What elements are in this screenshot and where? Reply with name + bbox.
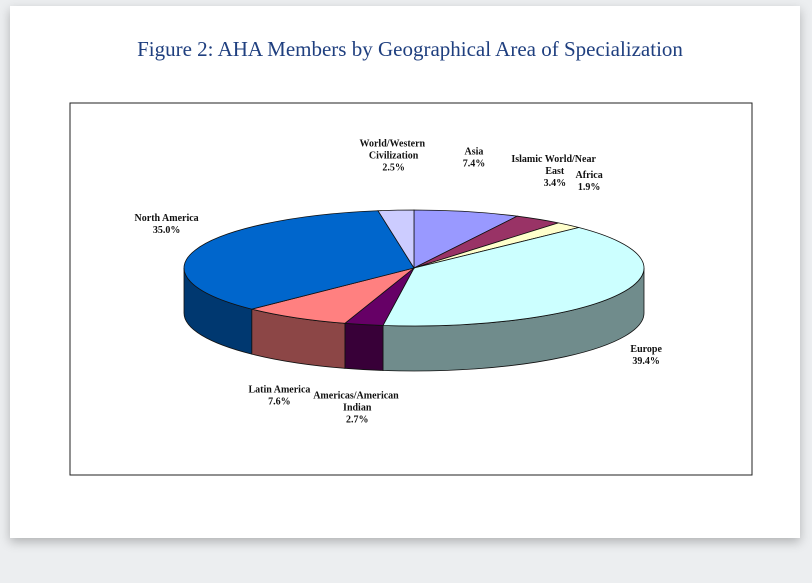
category-label: World/Western Civilization — [360, 138, 428, 161]
value-label: 3.4% — [544, 178, 567, 189]
category-label: Latin America — [248, 385, 310, 396]
category-label: Islamic World/Near East — [511, 154, 598, 177]
category-label: North America — [135, 213, 199, 224]
value-label: 1.9% — [578, 182, 601, 193]
chart-title: Figure 2: AHA Members by Geographical Ar… — [137, 37, 683, 61]
value-label: 35.0% — [153, 225, 181, 236]
value-label: 7.6% — [268, 397, 291, 408]
value-label: 2.7% — [346, 415, 369, 426]
slice — [413, 209, 519, 269]
category-label: Americas/American Indian — [313, 391, 401, 414]
value-label: 2.5% — [382, 162, 405, 173]
slice — [382, 227, 645, 327]
category-label: Asia — [465, 147, 484, 158]
slice-side — [344, 322, 384, 371]
value-label: 7.4% — [463, 159, 486, 170]
slice — [377, 209, 415, 270]
category-label: Africa — [576, 170, 603, 181]
plot-frame — [69, 102, 753, 476]
value-label: 39.4% — [632, 356, 660, 367]
slice — [183, 210, 415, 310]
slice — [251, 267, 415, 324]
category-label: Europe — [630, 344, 662, 355]
